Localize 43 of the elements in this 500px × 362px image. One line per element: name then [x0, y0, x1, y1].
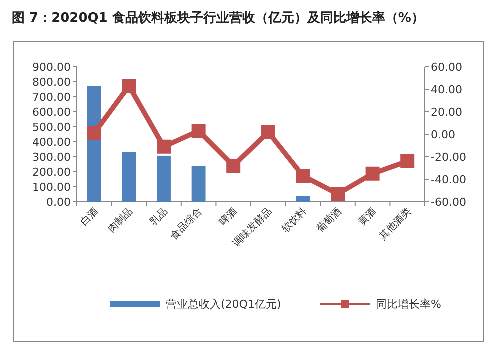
- point: [366, 166, 380, 181]
- point: [87, 126, 102, 140]
- y2-tick-label: -20.00: [431, 151, 466, 164]
- point: [296, 169, 310, 184]
- bar: [157, 156, 171, 202]
- y2-tick-label: 60.00: [431, 61, 462, 74]
- x-tick-label: 白酒: [78, 206, 101, 228]
- x-tick-label: 乳品: [147, 206, 170, 228]
- legend-label: 营业总收入(20Q1亿元): [166, 298, 282, 311]
- point: [331, 187, 345, 202]
- x-tick-label: 软饮料: [280, 206, 310, 236]
- chart-title: 图 7：2020Q1 食品饮料板块子行业营收（亿元）及同比增长率（%）: [12, 10, 424, 26]
- point: [157, 140, 171, 154]
- x-tick-label: 食品综合: [168, 206, 205, 242]
- point: [122, 79, 136, 94]
- y2-tick-label: 40.00: [431, 84, 462, 96]
- y-tick-label: 0.00: [46, 196, 71, 209]
- point: [261, 125, 276, 140]
- x-tick-label: 啤酒: [217, 206, 240, 228]
- x-tick-label: 其他酒类: [376, 206, 414, 242]
- y-tick-label: 700.00: [32, 91, 71, 104]
- bar: [122, 152, 136, 202]
- x-tick-label: 肉制品: [106, 206, 136, 236]
- x-tick-label: 葡萄酒: [314, 206, 344, 236]
- y2-tick-label: -40.00: [431, 174, 466, 186]
- bar: [192, 166, 206, 202]
- point: [226, 159, 241, 173]
- y-tick-label: 600.00: [32, 106, 71, 119]
- y-tick-label: 800.00: [32, 76, 71, 89]
- y-tick-label: 900.00: [32, 61, 71, 74]
- x-tick-label: 黄酒: [356, 206, 379, 228]
- y-tick-label: 400.00: [32, 136, 71, 149]
- y-tick-label: 100.00: [32, 181, 71, 194]
- legend-label: 同比增长率%: [376, 298, 442, 311]
- y2-tick-label: 0.00: [431, 128, 456, 142]
- point: [400, 154, 415, 168]
- point: [192, 124, 206, 138]
- y-tick-label: 200.00: [32, 166, 71, 179]
- y2-tick-label: -60.00: [431, 196, 466, 209]
- y-tick-label: 500.00: [32, 121, 71, 134]
- bar: [296, 196, 310, 202]
- y2-tick-label: 20.00: [431, 106, 462, 119]
- y-tick-label: 300.00: [32, 151, 71, 164]
